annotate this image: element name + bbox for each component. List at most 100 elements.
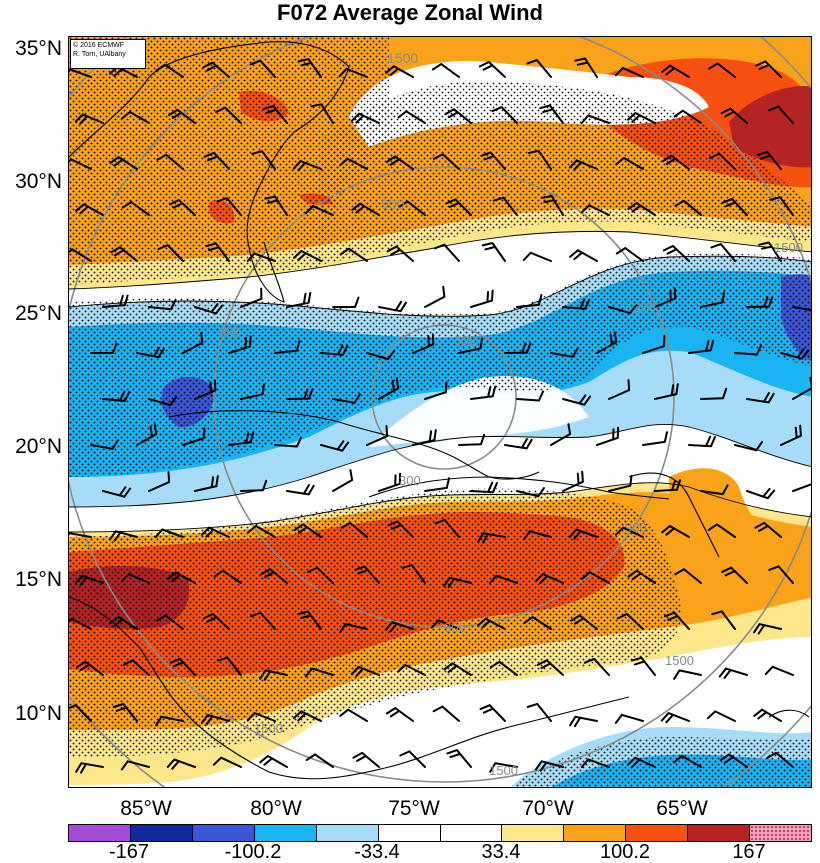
wind-barb — [339, 247, 368, 262]
stipple-south-blue — [511, 737, 811, 787]
wind-barb — [216, 656, 242, 676]
wind-barb — [568, 159, 598, 171]
wind-barb — [385, 707, 414, 722]
wind-barb — [654, 479, 681, 492]
wind-barb — [700, 387, 728, 400]
range-label-1500-se: 1500 — [665, 653, 694, 668]
wind-barb — [581, 571, 610, 584]
wind-barb — [75, 762, 104, 774]
wind-barb — [156, 614, 184, 630]
wind-barb — [746, 296, 774, 308]
wind-barb — [608, 379, 631, 400]
wind-barb — [250, 59, 276, 78]
wind-barb — [338, 67, 368, 78]
lon-label: 65°W — [656, 797, 708, 820]
lat-label: 30°N — [15, 170, 62, 193]
wind-barb — [167, 571, 196, 584]
wind-barb — [719, 753, 748, 768]
wind-barb — [477, 617, 506, 630]
wind-barb — [259, 669, 288, 681]
wind-barb — [182, 427, 206, 446]
wind-barb — [615, 157, 644, 170]
wind-barb — [148, 396, 178, 407]
wind-barb — [446, 749, 472, 768]
wind-barb — [470, 289, 494, 308]
wind-barb — [654, 287, 677, 308]
wind-barb — [746, 392, 775, 404]
wind-barb — [746, 487, 776, 500]
map-canvas: 1500 900 300 900 1500 300 900 1500 1500 … — [69, 37, 811, 787]
wind-barb — [154, 528, 184, 538]
wind-barb — [102, 390, 131, 402]
wind-barb — [136, 423, 158, 446]
wind-barb — [350, 665, 380, 677]
wind-barb — [74, 574, 104, 587]
wind-barb — [297, 610, 322, 630]
wind-barb — [616, 613, 644, 630]
wind-barb — [596, 331, 618, 354]
colorbar-label: -167 — [108, 841, 150, 863]
colorbar-swatch — [192, 825, 255, 841]
wind-barb — [148, 299, 177, 311]
wind-barb — [251, 150, 276, 170]
wind-barb — [470, 385, 497, 400]
wind-barb — [69, 617, 92, 630]
wind-barb — [386, 245, 414, 262]
wind-barb — [320, 344, 349, 356]
wind-barb — [674, 199, 702, 216]
colorbar-label: 33.4 — [481, 841, 521, 863]
wind-barb — [122, 659, 150, 676]
wind-barb — [168, 199, 196, 216]
wind-barb — [753, 623, 782, 635]
east-positive-lobe — [669, 468, 811, 599]
wind-barb — [583, 657, 610, 676]
wind-barb — [412, 333, 435, 354]
wind-barb — [246, 252, 276, 262]
range-label-300-south: 300 — [399, 473, 421, 488]
wind-barb — [626, 756, 656, 768]
wind-barb — [148, 471, 171, 492]
range-label-300: 300 — [454, 333, 476, 348]
wind-barb — [166, 758, 196, 770]
wind-barb — [792, 377, 811, 400]
wind-barb — [110, 246, 138, 262]
credit-line-1: © 2016 ECMWF — [73, 42, 125, 49]
wind-barb — [378, 300, 407, 313]
wind-barb — [397, 664, 426, 676]
wind-barb — [769, 196, 794, 216]
wind-barb — [293, 250, 322, 262]
wind-barb — [673, 669, 702, 680]
lat-label: 10°N — [15, 702, 62, 725]
wind-barb — [305, 753, 334, 768]
wind-barbs — [69, 57, 811, 774]
wind-barb — [430, 619, 460, 630]
wind-barb — [109, 156, 138, 170]
stipple-south — [69, 488, 682, 757]
wind-barb — [707, 523, 736, 538]
wind-barb — [709, 152, 736, 170]
wind-barb — [479, 704, 506, 722]
wind-barb — [489, 762, 518, 773]
wind-barb — [477, 532, 506, 544]
wind-barb — [627, 569, 656, 584]
wind-barb — [136, 346, 165, 359]
wind-barb — [534, 573, 564, 585]
wind-barb — [574, 57, 598, 78]
wind-barb — [673, 755, 702, 768]
wind-barb — [480, 151, 506, 170]
wind-barb — [700, 484, 729, 496]
credit-box: © 2016 ECMWF R. Torn, UAlbany — [70, 39, 146, 69]
wind-barb — [69, 704, 92, 722]
stipple-north-east — [319, 81, 811, 265]
wind-barb — [516, 390, 545, 402]
wind-barb — [734, 441, 763, 452]
wind-barb — [720, 107, 748, 124]
wind-barb — [443, 576, 472, 589]
wind-barb — [614, 526, 644, 538]
wind-barb — [378, 377, 400, 400]
wind-barb — [75, 203, 104, 216]
colorbar-swatch — [750, 825, 812, 841]
wind-barb — [286, 388, 314, 400]
wind-barb — [293, 523, 322, 538]
wind-barb — [756, 150, 782, 170]
